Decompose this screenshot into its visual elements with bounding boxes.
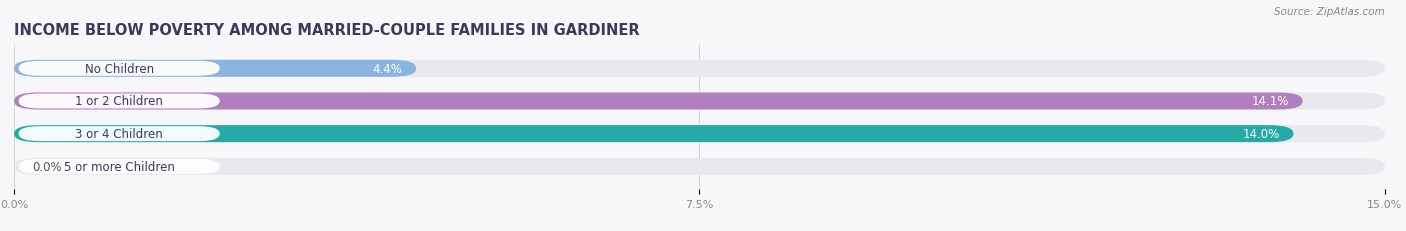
Text: 14.1%: 14.1% (1251, 95, 1289, 108)
FancyBboxPatch shape (18, 159, 219, 174)
FancyBboxPatch shape (18, 61, 219, 76)
FancyBboxPatch shape (14, 126, 1385, 143)
FancyBboxPatch shape (18, 127, 219, 142)
FancyBboxPatch shape (14, 93, 1303, 110)
Text: Source: ZipAtlas.com: Source: ZipAtlas.com (1274, 7, 1385, 17)
Text: 4.4%: 4.4% (373, 63, 402, 76)
Text: INCOME BELOW POVERTY AMONG MARRIED-COUPLE FAMILIES IN GARDINER: INCOME BELOW POVERTY AMONG MARRIED-COUPL… (14, 23, 640, 38)
Text: 3 or 4 Children: 3 or 4 Children (76, 128, 163, 140)
FancyBboxPatch shape (14, 61, 416, 77)
Text: No Children: No Children (84, 63, 153, 76)
FancyBboxPatch shape (18, 94, 219, 109)
FancyBboxPatch shape (14, 93, 1385, 110)
Text: 14.0%: 14.0% (1243, 128, 1279, 140)
Text: 5 or more Children: 5 or more Children (63, 160, 174, 173)
FancyBboxPatch shape (14, 158, 1385, 175)
FancyBboxPatch shape (14, 126, 1294, 143)
FancyBboxPatch shape (14, 61, 1385, 77)
Text: 0.0%: 0.0% (32, 160, 62, 173)
Text: 1 or 2 Children: 1 or 2 Children (76, 95, 163, 108)
